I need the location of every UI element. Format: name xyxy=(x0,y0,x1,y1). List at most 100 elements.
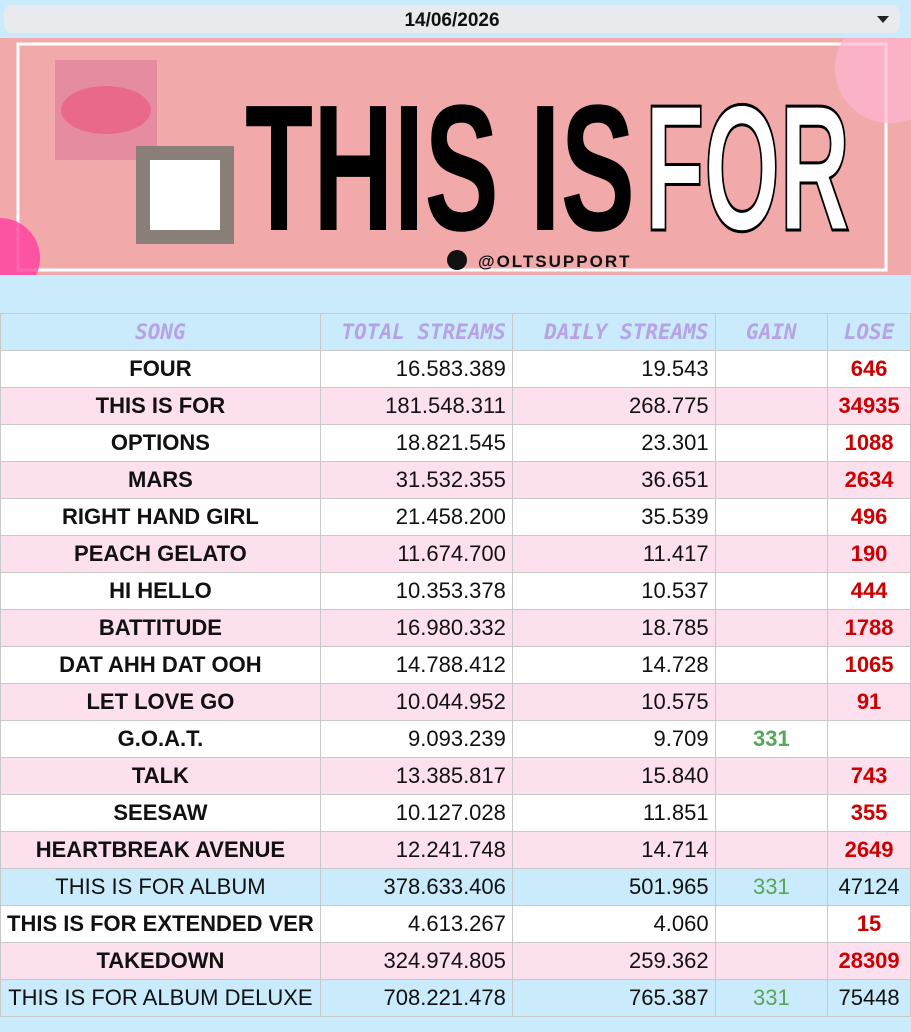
lose-cell: 2649 xyxy=(827,831,911,869)
column-header: SONG xyxy=(0,313,321,351)
daily-streams-cell: 4.060 xyxy=(511,905,716,943)
date-dropdown[interactable]: 14/06/2026 xyxy=(4,5,900,33)
song-cell: HI HELLO xyxy=(0,572,321,610)
total-streams-cell: 31.532.355 xyxy=(319,461,513,499)
song-cell: THIS IS FOR EXTENDED VER xyxy=(0,905,321,943)
song-cell: THIS IS FOR ALBUM xyxy=(0,868,321,906)
column-header: GAIN xyxy=(714,313,829,351)
lose-cell: 15 xyxy=(827,905,911,943)
daily-streams-cell: 18.785 xyxy=(511,609,716,647)
lose-cell: 1065 xyxy=(827,646,911,684)
lose-cell: 743 xyxy=(827,757,911,795)
lose-cell: 355 xyxy=(827,794,911,832)
gain-cell xyxy=(714,831,829,869)
table-row: DAT AHH DAT OOH 14.788.412 14.728 1065 xyxy=(0,646,911,684)
lose-cell: 1088 xyxy=(827,424,911,462)
total-streams-cell: 324.974.805 xyxy=(319,942,513,980)
song-cell: THIS IS FOR xyxy=(0,387,321,425)
gain-cell xyxy=(714,683,829,721)
column-header: TOTAL STREAMS xyxy=(319,313,513,351)
song-cell: G.O.A.T. xyxy=(0,720,321,758)
total-streams-cell: 18.821.545 xyxy=(319,424,513,462)
song-cell: DAT AHH DAT OOH xyxy=(0,646,321,684)
table-row: OPTIONS 18.821.545 23.301 1088 xyxy=(0,424,911,462)
gain-cell: 331 xyxy=(714,868,829,906)
total-streams-cell: 10.127.028 xyxy=(319,794,513,832)
gain-cell xyxy=(714,646,829,684)
total-streams-cell: 4.613.267 xyxy=(319,905,513,943)
table-row: HEARTBREAK AVENUE 12.241.748 14.714 2649 xyxy=(0,831,911,869)
daily-streams-cell: 15.840 xyxy=(511,757,716,795)
gain-cell xyxy=(714,461,829,499)
gain-cell xyxy=(714,794,829,832)
total-streams-cell: 11.674.700 xyxy=(319,535,513,573)
date: 14/06/2026 xyxy=(404,10,500,31)
daily-streams-cell: 11.851 xyxy=(511,794,716,832)
table-row: BATTITUDE 16.980.332 18.785 1788 xyxy=(0,609,911,647)
lose-cell xyxy=(827,720,911,758)
dropdown-arrow xyxy=(877,16,889,23)
table-row: TAKEDOWN 324.974.805 259.362 28309 xyxy=(0,942,911,980)
daily-streams-cell: 23.301 xyxy=(511,424,716,462)
lose-cell: 28309 xyxy=(827,942,911,980)
total-streams-cell: 16.980.332 xyxy=(319,609,513,647)
song-cell: TAKEDOWN xyxy=(0,942,321,980)
table-row: HI HELLO 10.353.378 10.537 444 xyxy=(0,572,911,610)
daily-streams-cell: 765.387 xyxy=(511,979,716,1017)
daily-streams-cell: 501.965 xyxy=(511,868,716,906)
gain-cell xyxy=(714,387,829,425)
banner-title: THIS IS xyxy=(245,68,635,269)
lose-cell: 75448 xyxy=(827,979,911,1017)
total-streams-cell: 9.093.239 xyxy=(319,720,513,758)
table-row: PEACH GELATO 11.674.700 11.417 190 xyxy=(0,535,911,573)
gain-cell xyxy=(714,535,829,573)
total-streams-cell: 14.788.412 xyxy=(319,646,513,684)
song-cell: SEESAW xyxy=(0,794,321,832)
column-header: LOSE xyxy=(827,313,911,351)
banner-title-outline: FOR xyxy=(645,68,850,269)
streams-table: SONG TOTAL STREAMS DAILY STREAMS GAIN LOSE F… xyxy=(0,313,911,1017)
header-row: SONG TOTAL STREAMS DAILY STREAMS GAIN LOSE xyxy=(0,313,911,351)
gain-cell: 331 xyxy=(714,979,829,1017)
banner-handle: @OLTSUPPORT xyxy=(478,252,631,271)
song-cell: LET LOVE GO xyxy=(0,683,321,721)
song-cell: BATTITUDE xyxy=(0,609,321,647)
daily-streams-cell: 9.709 xyxy=(511,720,716,758)
lose-cell: 91 xyxy=(827,683,911,721)
total-streams-cell: 378.633.406 xyxy=(319,868,513,906)
gain-cell xyxy=(714,350,829,388)
total-streams-cell: 708.221.478 xyxy=(319,979,513,1017)
gain-cell xyxy=(714,757,829,795)
total-streams-cell: 10.044.952 xyxy=(319,683,513,721)
total-streams-cell: 12.241.748 xyxy=(319,831,513,869)
gain-cell: 331 xyxy=(714,720,829,758)
song-cell: MARS xyxy=(0,461,321,499)
table-row: THIS IS FOR ALBUM 378.633.406 501.965 331 47… xyxy=(0,868,911,906)
banner: THIS IS FOR @OLTSUPPORT xyxy=(0,38,911,275)
gain-cell xyxy=(714,498,829,536)
lose-cell: 444 xyxy=(827,572,911,610)
table-row: RIGHT HAND GIRL 21.458.200 35.539 496 xyxy=(0,498,911,536)
lose-cell: 1788 xyxy=(827,609,911,647)
daily-streams-cell: 14.728 xyxy=(511,646,716,684)
daily-streams-cell: 14.714 xyxy=(511,831,716,869)
gain-cell xyxy=(714,609,829,647)
song-cell: TALK xyxy=(0,757,321,795)
daily-streams-cell: 268.775 xyxy=(511,387,716,425)
daily-streams-cell: 35.539 xyxy=(511,498,716,536)
lose-cell: 34935 xyxy=(827,387,911,425)
lose-cell: 190 xyxy=(827,535,911,573)
daily-streams-cell: 36.651 xyxy=(511,461,716,499)
song-cell: OPTIONS xyxy=(0,424,321,462)
table-row: TALK 13.385.817 15.840 743 xyxy=(0,757,911,795)
song-cell: RIGHT HAND GIRL xyxy=(0,498,321,536)
total-streams-cell: 181.548.311 xyxy=(319,387,513,425)
total-streams-cell: 10.353.378 xyxy=(319,572,513,610)
table-row: FOUR 16.583.389 19.543 646 xyxy=(0,350,911,388)
table-row: THIS IS FOR EXTENDED VER 4.613.267 4.060 15 xyxy=(0,905,911,943)
table-row: MARS 31.532.355 36.651 2634 xyxy=(0,461,911,499)
gain-cell xyxy=(714,424,829,462)
daily-streams-cell: 19.543 xyxy=(511,350,716,388)
table-row: THIS IS FOR ALBUM DELUXE 708.221.478 765.3… xyxy=(0,979,911,1017)
